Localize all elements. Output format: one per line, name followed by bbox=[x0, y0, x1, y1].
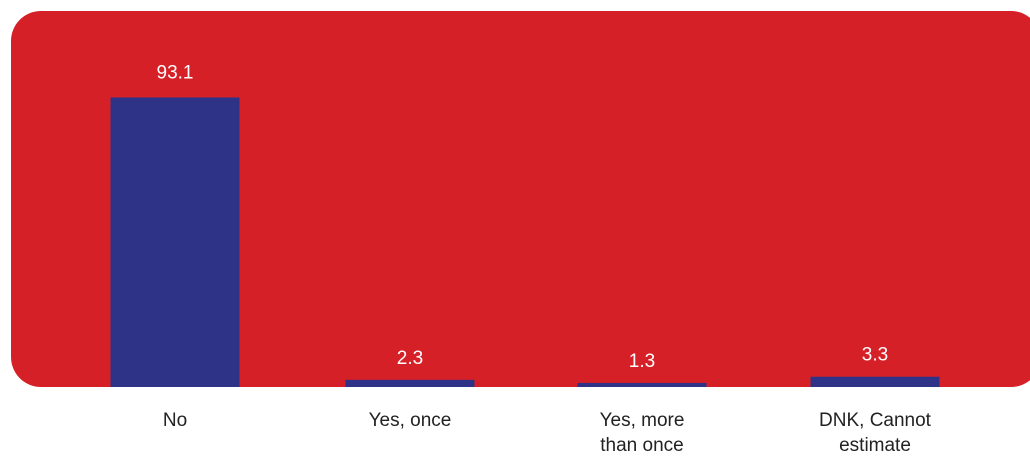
category-label-line: No bbox=[163, 410, 187, 431]
category-label-line: estimate bbox=[839, 435, 911, 456]
category-label-line: Yes, once bbox=[369, 410, 452, 431]
value-label-2: 1.3 bbox=[629, 351, 655, 372]
category-label-line: DNK, Cannot bbox=[819, 410, 932, 431]
value-label-0: 93.1 bbox=[157, 62, 194, 83]
category-label-line: than once bbox=[600, 435, 683, 456]
category-labels-layer: No Yes, once Yes, more than once DNK, Cannot… bbox=[163, 410, 932, 456]
category-label-1: Yes, once bbox=[369, 410, 452, 431]
value-labels-layer: 93.1 2.3 1.3 3.3 bbox=[157, 62, 889, 371]
category-label-0: No bbox=[163, 410, 187, 431]
category-label-line: Yes, more bbox=[600, 410, 685, 431]
value-label-3: 3.3 bbox=[862, 345, 888, 366]
chart-background-panel bbox=[11, 11, 1030, 387]
bar-1 bbox=[345, 379, 475, 387]
category-label-3: DNK, Cannot estimate bbox=[819, 410, 932, 456]
bar-3 bbox=[810, 376, 940, 387]
value-label-1: 2.3 bbox=[397, 348, 423, 369]
category-label-2: Yes, more than once bbox=[600, 410, 685, 456]
bar-2 bbox=[577, 382, 707, 387]
bars-layer bbox=[110, 97, 940, 388]
bar-0 bbox=[110, 97, 240, 388]
